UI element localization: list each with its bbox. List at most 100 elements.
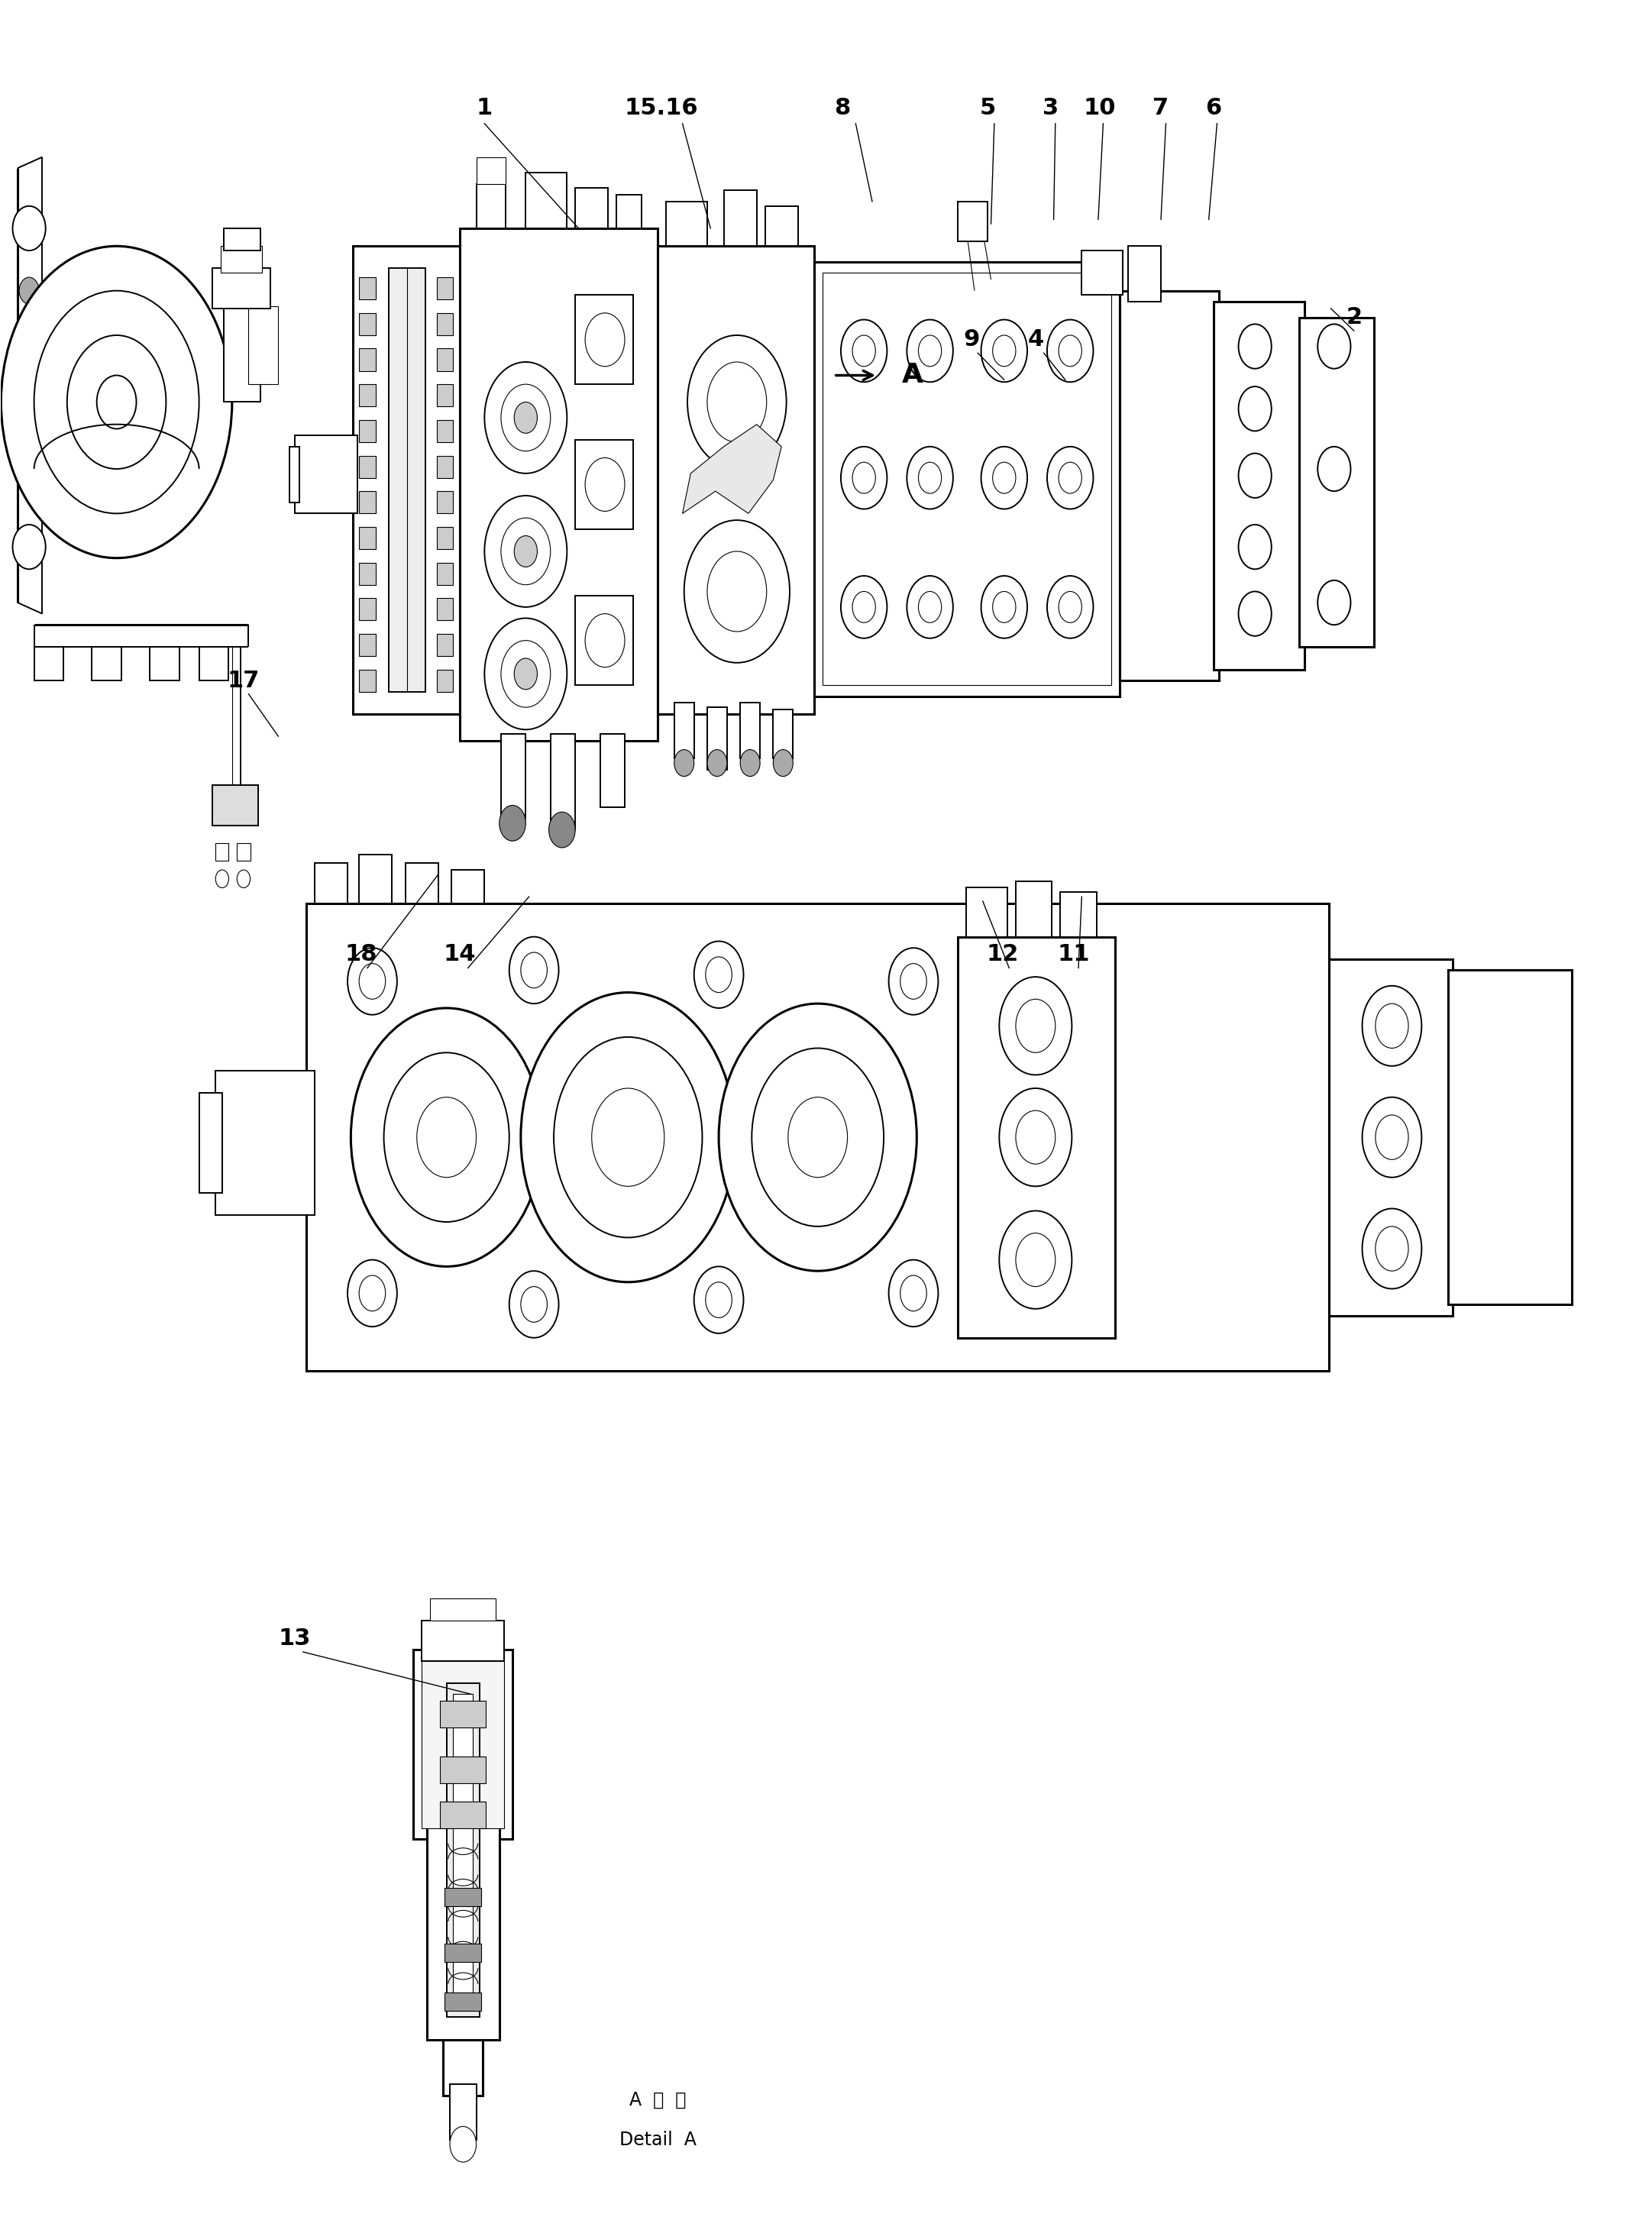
Bar (1214, 301, 1305, 669)
Bar (405, 863, 438, 903)
Bar (223, 290, 259, 401)
Bar (443, 2040, 482, 2096)
Bar (358, 455, 375, 477)
Circle shape (687, 334, 786, 468)
Polygon shape (682, 424, 781, 513)
Circle shape (514, 535, 537, 566)
Bar (436, 598, 453, 620)
Circle shape (889, 948, 938, 1015)
Circle shape (236, 870, 249, 888)
Circle shape (999, 1088, 1072, 1186)
Circle shape (707, 551, 767, 631)
Bar (666, 201, 707, 245)
Text: 5: 5 (980, 96, 996, 118)
Bar (765, 205, 798, 245)
Circle shape (852, 591, 876, 622)
Bar (1120, 290, 1219, 680)
Circle shape (585, 613, 624, 667)
Circle shape (694, 941, 743, 1008)
Circle shape (20, 466, 40, 493)
Bar (198, 647, 228, 680)
Bar (211, 268, 269, 308)
Circle shape (981, 575, 1028, 638)
Text: A: A (902, 361, 923, 388)
Circle shape (416, 1097, 476, 1177)
Bar (436, 312, 453, 334)
Circle shape (1376, 1004, 1409, 1048)
Circle shape (68, 334, 167, 468)
Circle shape (1239, 323, 1272, 368)
Bar (823, 272, 1112, 685)
Bar (773, 709, 793, 758)
Circle shape (993, 462, 1016, 493)
Circle shape (705, 1282, 732, 1318)
Bar (215, 1070, 314, 1215)
Circle shape (1239, 453, 1272, 497)
Bar (220, 245, 261, 272)
Circle shape (520, 952, 547, 988)
Bar (707, 707, 727, 769)
Bar (476, 183, 506, 227)
Bar (459, 227, 657, 740)
Bar (358, 598, 375, 620)
Circle shape (501, 640, 550, 707)
Circle shape (1016, 1233, 1056, 1287)
Circle shape (1059, 334, 1082, 366)
Circle shape (13, 205, 46, 250)
Text: 4: 4 (1028, 328, 1044, 350)
Circle shape (684, 520, 790, 662)
Circle shape (509, 1271, 558, 1338)
Circle shape (1239, 524, 1272, 569)
Bar (444, 1994, 481, 2011)
Bar (439, 1701, 486, 1728)
Bar (358, 854, 392, 903)
Text: 3: 3 (1042, 96, 1059, 118)
Bar (436, 455, 453, 477)
Circle shape (1318, 580, 1351, 624)
Circle shape (484, 495, 567, 607)
Text: 9: 9 (963, 328, 980, 350)
Circle shape (1047, 319, 1094, 381)
Bar (436, 669, 453, 691)
Bar (444, 1945, 481, 1962)
Bar (436, 384, 453, 406)
Bar (248, 306, 278, 384)
Text: 14: 14 (443, 943, 476, 966)
Text: 2: 2 (1346, 306, 1361, 328)
Bar (616, 194, 641, 227)
Bar (198, 1093, 221, 1193)
Circle shape (1059, 591, 1082, 622)
Circle shape (1239, 386, 1272, 430)
Bar (575, 187, 608, 227)
Circle shape (1047, 446, 1094, 508)
Circle shape (705, 957, 732, 992)
Circle shape (501, 517, 550, 584)
Circle shape (707, 361, 767, 442)
Bar (814, 261, 1120, 696)
Circle shape (585, 312, 624, 366)
Bar (501, 734, 525, 818)
Circle shape (548, 812, 575, 847)
Circle shape (520, 992, 735, 1282)
Text: 11: 11 (1057, 943, 1090, 966)
Circle shape (907, 319, 953, 381)
Bar (1330, 959, 1454, 1316)
Bar (358, 562, 375, 584)
Bar (436, 491, 453, 513)
Circle shape (719, 1004, 917, 1271)
Bar (314, 863, 347, 903)
Text: 10: 10 (1084, 96, 1117, 118)
Bar (358, 633, 375, 656)
Circle shape (1363, 1209, 1422, 1289)
Bar (1016, 881, 1052, 937)
Circle shape (97, 375, 137, 428)
Bar (600, 734, 624, 807)
Bar (1128, 245, 1161, 301)
Circle shape (694, 1267, 743, 1334)
Bar (289, 446, 299, 502)
Bar (575, 439, 633, 529)
Bar (436, 562, 453, 584)
Circle shape (707, 749, 727, 776)
Circle shape (1059, 462, 1082, 493)
Text: 7: 7 (1153, 96, 1170, 118)
